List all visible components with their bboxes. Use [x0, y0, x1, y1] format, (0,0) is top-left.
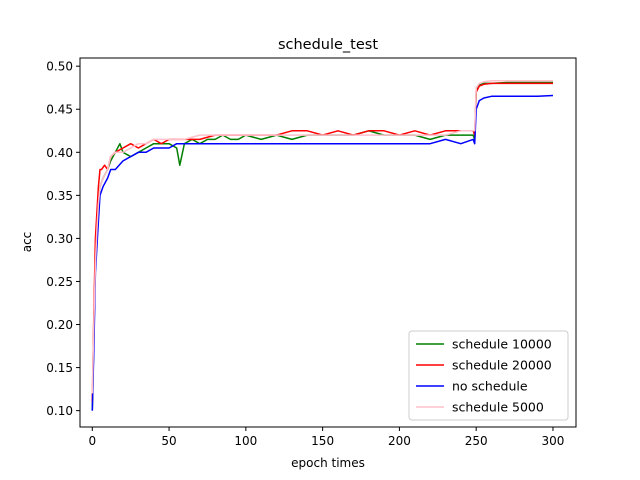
y-tick-label: 0.35 [46, 189, 73, 203]
x-tick-label: 0 [88, 434, 96, 448]
x-tick-label: 100 [234, 434, 257, 448]
series-line-no-schedule [91, 94, 554, 411]
y-tick-label: 0.40 [46, 146, 73, 160]
plot-area [79, 57, 577, 428]
x-tick-label: 300 [542, 434, 565, 448]
series-line-schedule-5000 [91, 80, 553, 394]
y-axis: 0.10 0.15 0.20 0.25 0.30 0.35 0.40 0.45 0.50 [46, 60, 80, 418]
series-line-schedule-10000 [91, 81, 553, 411]
y-tick-label: 0.50 [46, 60, 73, 74]
x-axis-label: epoch times [291, 456, 365, 470]
x-axis: 0 50 100 150 200 250 300 [88, 427, 564, 448]
legend-label: schedule 10000 [452, 337, 552, 352]
legend-label: schedule 20000 [452, 358, 552, 373]
y-tick-label: 0.10 [46, 404, 73, 418]
y-tick-label: 0.15 [46, 361, 73, 375]
x-tick-label: 250 [465, 434, 488, 448]
y-tick-label: 0.25 [46, 275, 73, 289]
legend-box [408, 330, 569, 421]
y-tick-label: 0.20 [46, 318, 73, 332]
x-tick-label: 150 [311, 434, 334, 448]
chart-title: schedule_test [278, 37, 378, 53]
y-axis-label: acc [20, 232, 34, 253]
x-tick-label: 50 [161, 434, 176, 448]
y-tick-label: 0.45 [46, 103, 73, 117]
x-tick-label: 200 [388, 434, 411, 448]
plot-frame [79, 57, 577, 428]
y-tick-label: 0.30 [46, 232, 73, 246]
legend-label: no schedule [452, 379, 528, 394]
series-layer [91, 80, 554, 411]
legend: schedule 10000 schedule 20000 no schedule s… [408, 330, 569, 421]
legend-label: schedule 5000 [452, 400, 544, 415]
